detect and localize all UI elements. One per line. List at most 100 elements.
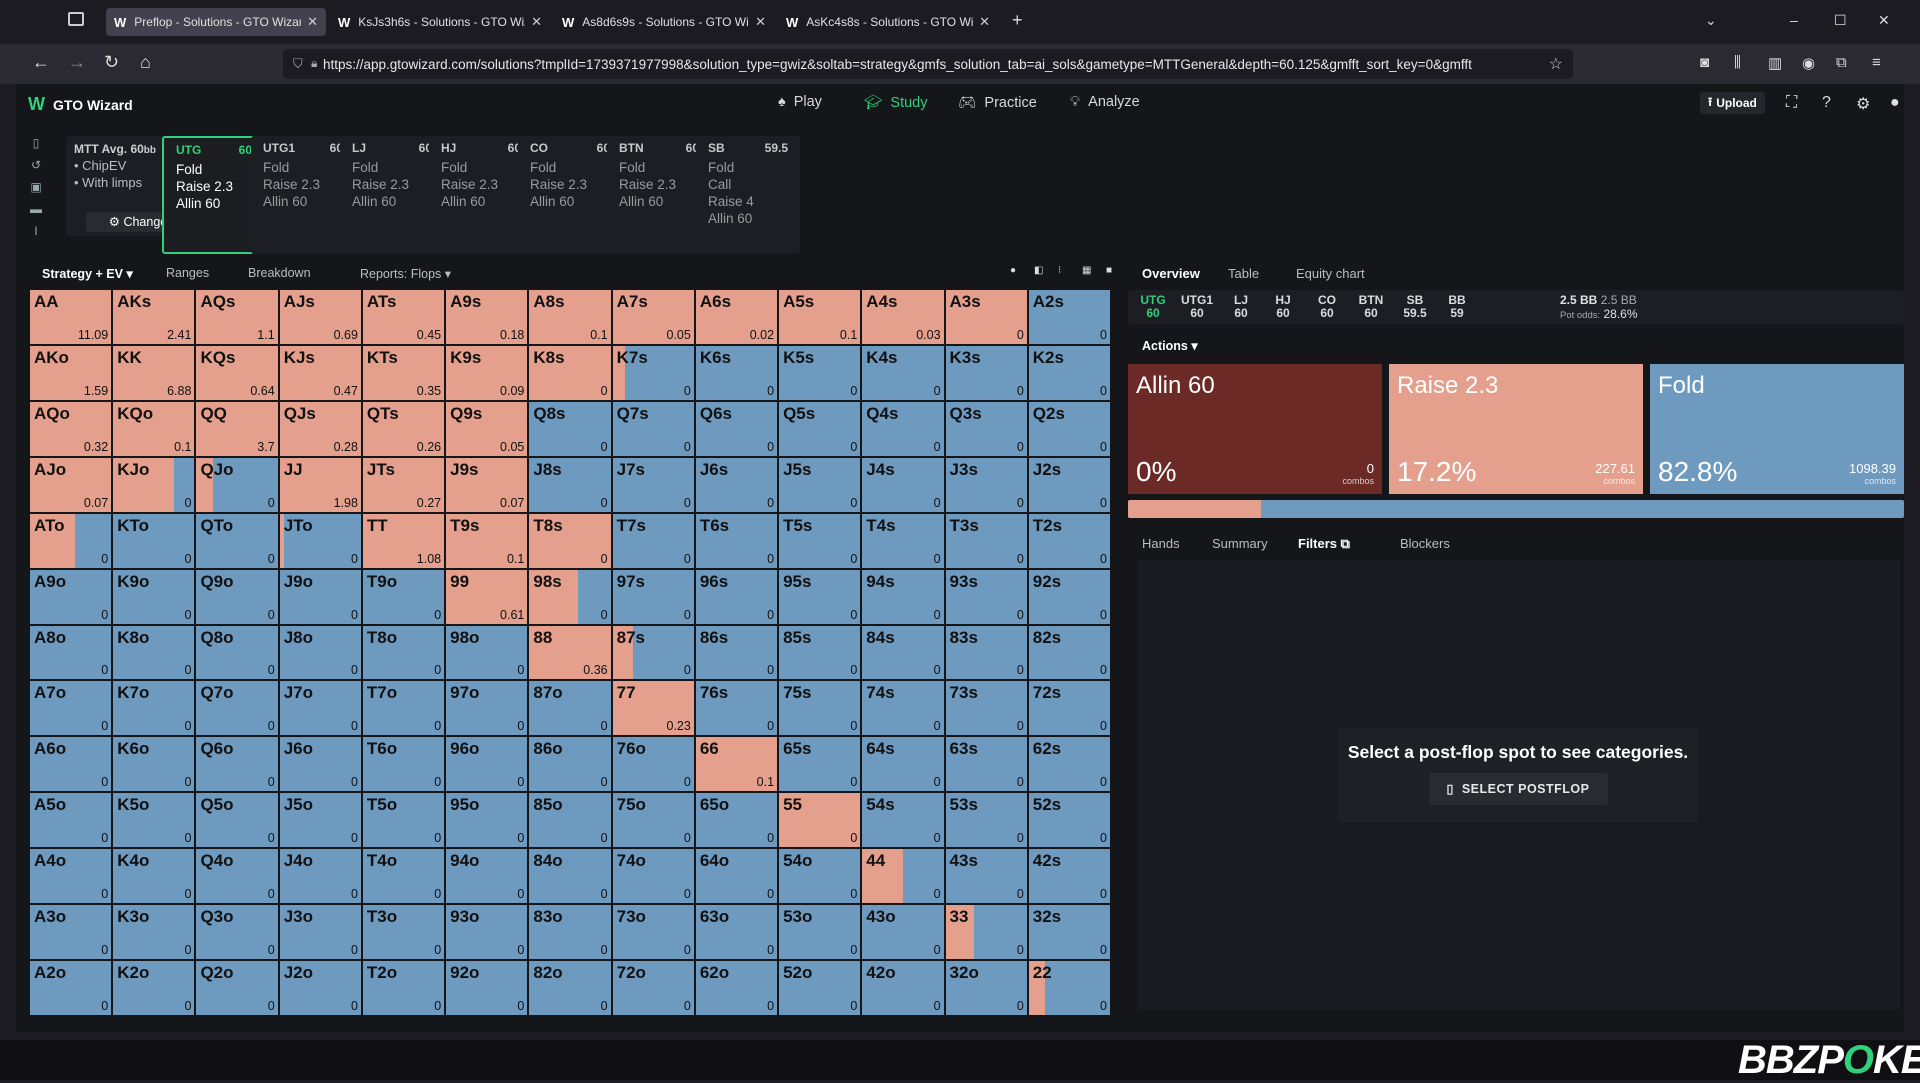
text-cursor-icon[interactable]: I xyxy=(34,224,38,238)
hand-cell[interactable]: 75s 0 xyxy=(779,681,861,736)
hand-cell[interactable]: A6s 0.02 xyxy=(695,290,778,344)
hand-cell[interactable]: 95o 0 xyxy=(446,793,528,848)
nav-analyze[interactable]: 💡︎ Analyze xyxy=(1070,94,1140,110)
hand-cell[interactable]: Q6o 0 xyxy=(196,737,278,792)
tab-ranges[interactable]: Ranges xyxy=(166,266,210,280)
hand-cell[interactable]: T4s 0 xyxy=(862,513,944,568)
hand-cell[interactable]: AQs 1.1 xyxy=(196,290,278,344)
position-action[interactable]: Fold xyxy=(708,160,735,175)
hand-cell[interactable]: AJs 0.69 xyxy=(279,290,361,344)
position-action[interactable]: Raise 2.3 xyxy=(530,177,588,192)
hand-cell[interactable]: 54s 0 xyxy=(862,793,944,848)
hand-cell[interactable]: T9o 0 xyxy=(362,569,445,624)
hand-cell[interactable]: KQo 0.1 xyxy=(113,401,195,456)
url-bar[interactable]: ⛉ 🔒︎ https://app.gtowizard.com/solutions… xyxy=(283,49,1573,79)
brand-logo[interactable]: W GTO Wizard xyxy=(28,94,133,115)
hand-cell[interactable]: J3o 0 xyxy=(279,905,361,960)
position-card-utg[interactable]: UTG 60 Fold Raise 2.3 Allin 60 xyxy=(162,136,266,254)
reports-dropdown[interactable]: Reports: Flops ▾ xyxy=(360,266,451,281)
position-action[interactable]: Raise 2.3 xyxy=(441,177,499,192)
hand-cell[interactable]: J2s 0 xyxy=(1028,457,1110,512)
hand-cell[interactable]: K3s 0 xyxy=(945,345,1027,400)
hand-cell[interactable]: KTo 0 xyxy=(113,513,195,568)
hand-cell[interactable]: 43o 0 xyxy=(862,905,944,960)
hand-cell[interactable]: 62o 0 xyxy=(695,961,778,1015)
hand-cell[interactable]: 54o 0 xyxy=(779,849,861,904)
hand-cell[interactable]: J3s 0 xyxy=(945,457,1027,512)
hand-cell[interactable]: QTs 0.26 xyxy=(362,401,445,456)
hand-cell[interactable]: Q3s 0 xyxy=(945,401,1027,456)
browser-tab[interactable]: W KsJs3h6s - Solutions - GTO Wiz ✕ xyxy=(330,8,550,36)
hand-cell[interactable]: 52s 0 xyxy=(1028,793,1110,848)
tab-hands[interactable]: Hands xyxy=(1142,536,1180,551)
eye-icon[interactable]: ● xyxy=(1010,265,1017,276)
nav-play[interactable]: ♠ Play xyxy=(778,94,822,110)
upload-button[interactable]: ⭱ Upload xyxy=(1700,92,1765,114)
hand-cell[interactable]: Q2s 0 xyxy=(1028,401,1110,456)
hand-cell[interactable]: 72s 0 xyxy=(1028,681,1110,736)
position-action[interactable]: Allin 60 xyxy=(530,194,575,209)
hand-cell[interactable]: A4s 0.03 xyxy=(862,290,944,344)
hand-cell[interactable]: Q2o 0 xyxy=(196,961,278,1015)
position-action[interactable]: Fold xyxy=(176,162,203,177)
hand-cell[interactable]: J2o 0 xyxy=(279,961,361,1015)
sequence-position-lj[interactable]: LJ 60 xyxy=(1220,294,1262,320)
position-card-utg1[interactable]: UTG1 60 Fold Raise 2.3 Allin 60 xyxy=(251,136,355,254)
home-icon[interactable]: ⌂ xyxy=(140,52,151,72)
back-icon[interactable]: ← xyxy=(32,52,50,72)
settings-gear-icon[interactable]: ⚙ xyxy=(1856,96,1871,113)
hand-cell[interactable]: JJ 1.98 xyxy=(279,457,361,512)
hand-cell[interactable]: 92s 0 xyxy=(1028,569,1110,624)
tab-summary[interactable]: Summary xyxy=(1212,536,1268,551)
position-action[interactable]: Raise 4 xyxy=(708,194,754,209)
hand-cell[interactable]: 73s 0 xyxy=(945,681,1027,736)
user-avatar-icon[interactable]: ● xyxy=(1890,94,1900,111)
hand-cell[interactable]: Q7o 0 xyxy=(196,681,278,736)
account-icon[interactable]: ◉ xyxy=(1802,55,1816,72)
hand-cell[interactable]: J8o 0 xyxy=(279,625,361,680)
hand-cell[interactable]: 97s 0 xyxy=(612,569,694,624)
hand-cell[interactable]: K6s 0 xyxy=(695,345,778,400)
close-tab-icon[interactable]: ✕ xyxy=(307,14,318,29)
hand-cell[interactable]: 99 0.61 xyxy=(446,569,528,624)
position-card-btn[interactable]: BTN 60 Fold Raise 2.3 Allin 60 xyxy=(607,136,711,254)
hand-cell[interactable]: J7o 0 xyxy=(279,681,361,736)
hand-cell[interactable]: T6o 0 xyxy=(362,737,445,792)
hand-cell[interactable]: T3o 0 xyxy=(362,905,445,960)
hand-cell[interactable]: 73o 0 xyxy=(612,905,694,960)
hand-cell[interactable]: 74o 0 xyxy=(612,849,694,904)
hand-cell[interactable]: KK 6.88 xyxy=(113,345,195,400)
position-action[interactable]: Fold xyxy=(530,160,557,175)
hand-cell[interactable]: Q5o 0 xyxy=(196,793,278,848)
hand-cell[interactable]: 93o 0 xyxy=(446,905,528,960)
hand-cell[interactable]: 75o 0 xyxy=(612,793,694,848)
browser-tab[interactable]: W Preflop - Solutions - GTO Wizar ✕ xyxy=(106,8,326,36)
hand-cell[interactable]: A8o 0 xyxy=(30,625,112,680)
position-action[interactable]: Allin 60 xyxy=(352,194,397,209)
hand-cell[interactable]: Q8o 0 xyxy=(196,625,278,680)
hand-cell[interactable]: 52o 0 xyxy=(779,961,861,1015)
help-icon[interactable]: ? xyxy=(1822,94,1831,111)
hand-cell[interactable]: JTo 0 xyxy=(279,513,361,568)
hand-cell[interactable]: 32s 0 xyxy=(1028,905,1110,960)
position-card-co[interactable]: CO 60 Fold Raise 2.3 Allin 60 xyxy=(518,136,622,254)
hand-cell[interactable]: KQs 0.64 xyxy=(196,345,278,400)
hand-cell[interactable]: T7s 0 xyxy=(612,513,694,568)
hand-cell[interactable]: 94o 0 xyxy=(446,849,528,904)
hand-cell[interactable]: J9o 0 xyxy=(279,569,361,624)
hand-cell[interactable]: K9o 0 xyxy=(113,569,195,624)
hand-cell[interactable]: A7s 0.05 xyxy=(612,290,694,344)
position-action[interactable]: Fold xyxy=(619,160,646,175)
hand-cell[interactable]: 44 0 xyxy=(862,849,944,904)
hand-cell[interactable]: J8s 0 xyxy=(529,457,611,512)
hand-cell[interactable]: T8s 0 xyxy=(529,513,611,568)
hand-cell[interactable]: Q4s 0 xyxy=(862,401,944,456)
hand-cell[interactable]: K6o 0 xyxy=(113,737,195,792)
hand-cell[interactable]: 74s 0 xyxy=(862,681,944,736)
strategy-ev-dropdown[interactable]: Strategy + EV ▾ xyxy=(42,266,133,281)
hand-cell[interactable]: KJs 0.47 xyxy=(279,345,361,400)
sequence-position-bb[interactable]: BB 59 xyxy=(1436,294,1478,320)
hand-cell[interactable]: AKs 2.41 xyxy=(113,290,195,344)
hand-cell[interactable]: AA 11.09 xyxy=(30,290,112,344)
hand-cell[interactable]: 32o 0 xyxy=(945,961,1027,1015)
